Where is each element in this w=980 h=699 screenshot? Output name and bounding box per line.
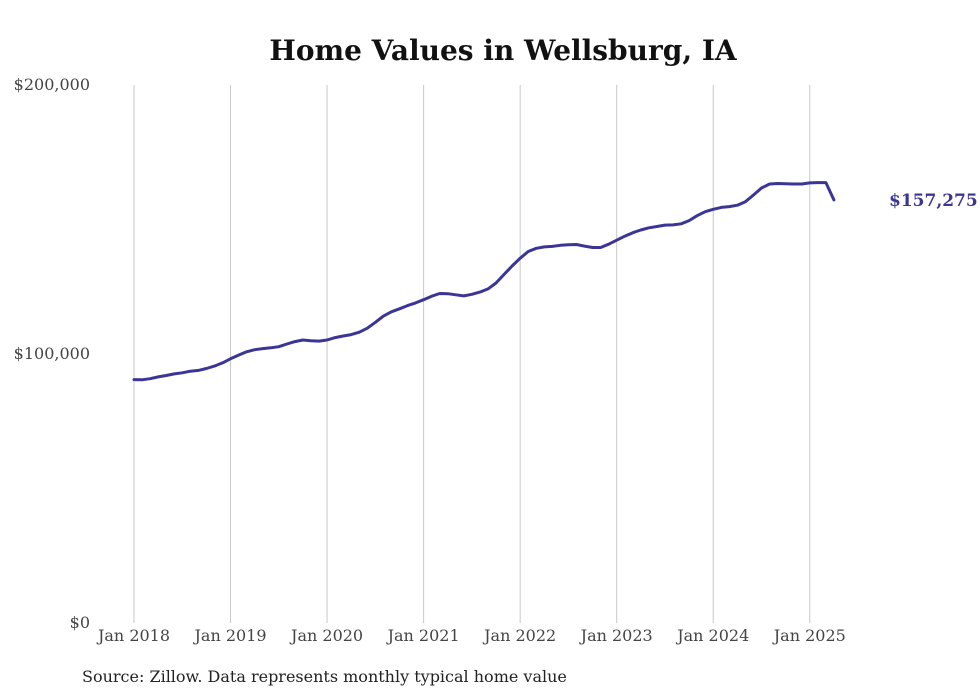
x-tick-label: Jan 2018	[96, 626, 170, 645]
x-tick-label: Jan 2021	[386, 626, 460, 645]
y-tick-label: $100,000	[14, 344, 90, 363]
y-axis-ticks: $0 $100,000 $200,000	[14, 75, 90, 632]
x-axis-ticks: Jan 2018 Jan 2019 Jan 2020 Jan 2021 Jan 2022…	[96, 626, 846, 645]
x-tick-label: Jan 2023	[579, 626, 653, 645]
x-tick-label: Jan 2020	[289, 626, 363, 645]
y-tick-label: $200,000	[14, 75, 90, 94]
x-tick-label: Jan 2025	[772, 626, 846, 645]
x-tick-label: Jan 2019	[193, 626, 267, 645]
series-line-home-value	[132, 181, 836, 382]
source-note: Source: Zillow. Data represents monthly …	[82, 667, 567, 686]
end-value-label: $157,275	[889, 191, 978, 211]
grid-lines	[133, 85, 811, 623]
x-tick-label: Jan 2024	[675, 626, 749, 645]
y-tick-label: $0	[70, 613, 90, 632]
x-tick-label: Jan 2022	[482, 626, 556, 645]
chart-title: Home Values in Wellsburg, IA	[269, 34, 738, 67]
